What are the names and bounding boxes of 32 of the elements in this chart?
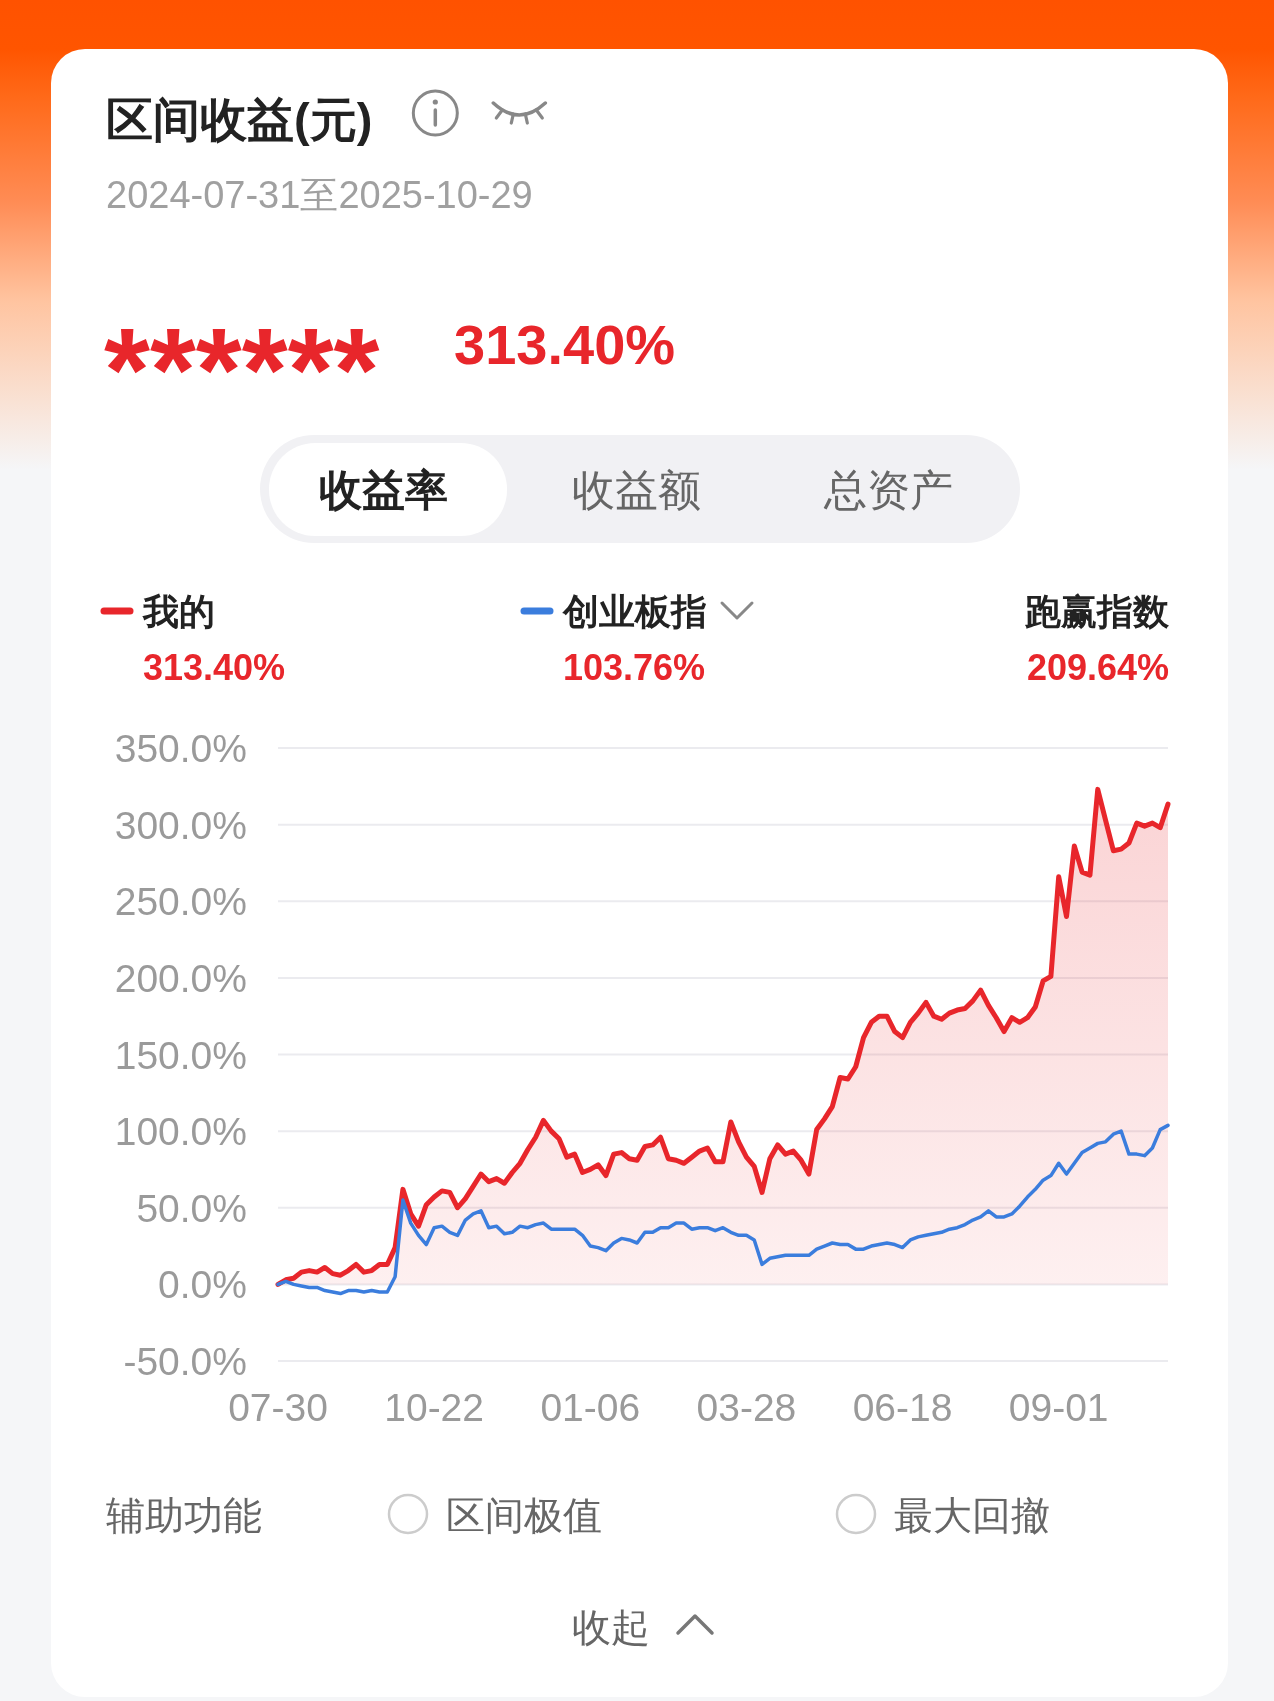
text: 313.40%: [454, 313, 676, 376]
x-tick-label: 10-22: [384, 1386, 485, 1429]
y-tick-label: 300.0%: [114, 803, 247, 847]
y-tick-label: 100.0%: [114, 1110, 247, 1154]
text: ******: [104, 304, 380, 436]
x-tick-label: 03-28: [696, 1386, 797, 1429]
text: 最大回撤: [894, 1494, 1050, 1537]
y-tick-label: 250.0%: [114, 880, 247, 924]
legend-label: 我的: [142, 591, 215, 632]
y-tick-label: 200.0%: [114, 956, 247, 1000]
x-tick-label: 06-18: [852, 1386, 953, 1429]
text: 103.76%: [563, 647, 706, 688]
text: 收起: [572, 1606, 650, 1649]
y-tick-label: 350.0%: [114, 727, 247, 770]
text: 跑赢指数: [1024, 591, 1170, 632]
text: 313.40%: [143, 647, 286, 688]
y-tick-label: 150.0%: [114, 1033, 247, 1077]
x-tick-label: 01-06: [540, 1386, 641, 1429]
text: 收益额: [571, 466, 701, 514]
text: 总资产: [822, 466, 953, 514]
text: 辅助功能: [106, 1494, 262, 1537]
chart-subtitle: 2024-07-31至2025-10-29: [106, 174, 533, 216]
chart-title: 区间收益(元): [106, 93, 373, 146]
text: 收益率: [318, 466, 448, 514]
y-tick-label: 50.0%: [136, 1186, 247, 1230]
text: 209.64%: [1026, 647, 1169, 688]
text: 区间极值: [446, 1494, 602, 1537]
x-tick-label: 09-01: [1008, 1386, 1109, 1429]
y-tick-label: -50.0%: [123, 1340, 247, 1383]
y-tick-label: 0.0%: [158, 1263, 247, 1307]
legend-label: 创业板指: [562, 591, 707, 632]
x-tick-label: 07-30: [228, 1386, 328, 1429]
